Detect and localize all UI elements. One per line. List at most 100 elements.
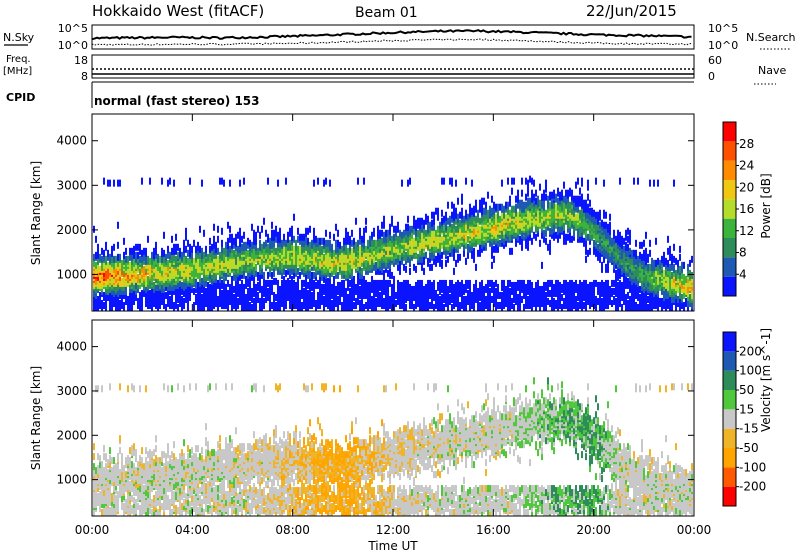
echo-cell — [533, 179, 535, 187]
echo-cell — [435, 229, 437, 237]
echo-cell — [471, 231, 473, 239]
echo-cell — [305, 247, 307, 255]
echo-cell — [421, 291, 423, 299]
echo-cell — [517, 189, 519, 197]
echo-cell — [471, 207, 473, 215]
echo-cell — [233, 257, 235, 265]
echo-cell — [395, 237, 397, 245]
echo-cell — [431, 211, 433, 219]
echo-cell — [369, 297, 371, 305]
echo-cell — [213, 235, 215, 243]
echo-cell — [115, 267, 117, 275]
echo-cell — [339, 241, 341, 249]
echo-cell — [491, 261, 493, 269]
echo-cell — [261, 267, 263, 275]
echo-cell — [115, 285, 117, 293]
echo-cell — [173, 179, 175, 187]
echo-cell — [211, 275, 213, 283]
echo-cell — [189, 285, 191, 293]
echo-cell — [187, 295, 189, 303]
echo-cell — [271, 233, 273, 241]
echo-cell — [433, 233, 435, 241]
echo-cell — [127, 295, 129, 303]
echo-cell — [221, 301, 223, 309]
echo-cell — [517, 293, 519, 301]
echo-cell — [143, 265, 145, 273]
echo-cell — [305, 301, 307, 309]
echo-cell — [515, 281, 517, 289]
echo-cell — [547, 297, 549, 305]
echo-cell — [375, 245, 377, 253]
echo-cell — [269, 237, 271, 245]
echo-cell — [311, 263, 313, 271]
echo-cell — [493, 201, 495, 209]
echo-cell — [337, 229, 339, 237]
echo-cell — [389, 233, 391, 241]
echo-cell — [427, 299, 429, 307]
echo-cell — [107, 269, 109, 277]
echo-cell — [435, 289, 437, 297]
echo-cell — [337, 245, 339, 253]
echo-cell — [511, 177, 513, 185]
echo-cell — [313, 271, 315, 279]
echo-cell — [579, 209, 581, 217]
echo-cell — [305, 285, 307, 293]
echo-cell — [343, 279, 345, 287]
echo-cell — [137, 243, 139, 251]
echo-cell — [123, 273, 125, 281]
echo-cell — [145, 247, 147, 255]
echo-cell — [199, 265, 201, 273]
echo-cell — [421, 255, 423, 263]
echo-cell — [197, 295, 199, 303]
echo-cell — [135, 269, 137, 277]
echo-cell — [417, 287, 419, 295]
echo-cell — [263, 301, 265, 309]
echo-cell — [121, 267, 123, 275]
echo-cell — [473, 251, 475, 259]
echo-cell — [319, 269, 321, 277]
echo-cell — [439, 255, 441, 263]
echo-cell — [103, 249, 105, 257]
echo-cell — [107, 287, 109, 295]
echo-cell — [291, 297, 293, 305]
echo-cell — [251, 304, 253, 311]
echo-cell — [385, 279, 387, 287]
echo-cell — [337, 253, 339, 261]
echo-cell — [453, 247, 455, 255]
echo-cell — [137, 273, 139, 281]
echo-cell — [93, 259, 95, 267]
echo-cell — [119, 304, 121, 311]
echo-cell — [399, 229, 401, 237]
echo-cell — [197, 251, 199, 259]
echo-cell — [209, 304, 211, 311]
echo-cell — [139, 267, 141, 275]
echo-cell — [329, 301, 331, 309]
echo-cell — [579, 279, 581, 287]
echo-cell — [439, 241, 441, 249]
echo-cell — [259, 239, 261, 247]
echo-cell — [451, 279, 453, 287]
echo-cell — [351, 229, 353, 237]
echo-cell — [563, 279, 565, 287]
echo-cell — [269, 279, 271, 287]
echo-cell — [151, 251, 153, 259]
echo-cell — [557, 293, 559, 301]
echo-cell — [457, 235, 459, 243]
echo-cell — [461, 193, 463, 201]
echo-cell — [491, 251, 493, 259]
echo-cell — [481, 279, 483, 287]
echo-cell — [347, 237, 349, 245]
echo-cell — [403, 263, 405, 271]
echo-cell — [301, 279, 303, 287]
echo-cell — [409, 177, 411, 185]
echo-cell — [325, 297, 327, 305]
echo-cell — [163, 259, 165, 267]
echo-cell — [441, 279, 443, 287]
echo-cell — [149, 257, 151, 265]
echo-cell — [187, 257, 189, 265]
echo-cell — [107, 265, 109, 273]
echo-cell — [191, 281, 193, 289]
echo-cell — [439, 225, 441, 233]
echo-cell — [289, 279, 291, 287]
echo-cell — [167, 293, 169, 301]
